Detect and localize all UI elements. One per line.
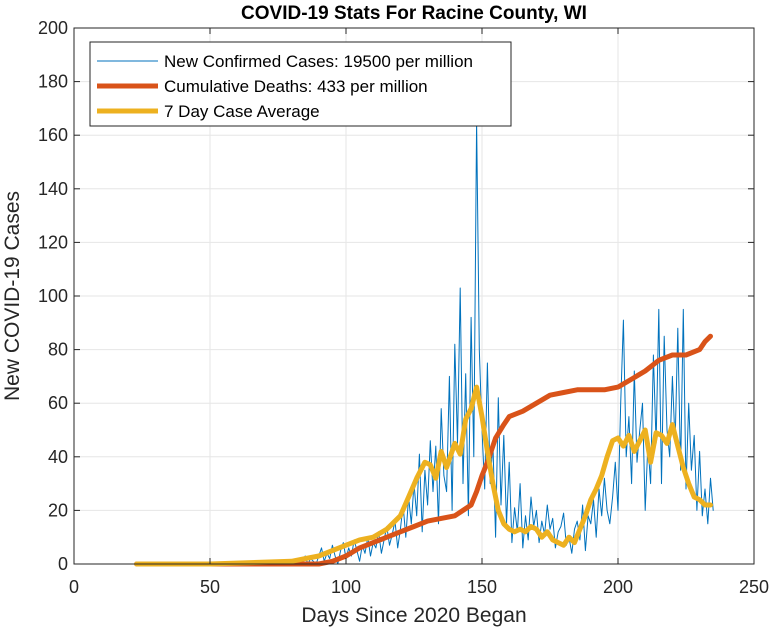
y-tick-label: 20 (48, 500, 68, 520)
legend-label-7-day-average: 7 Day Case Average (164, 102, 320, 121)
chart-title: COVID-19 Stats For Racine County, WI (241, 3, 587, 24)
y-tick-label: 100 (38, 286, 68, 306)
y-tick-label: 80 (48, 340, 68, 360)
y-axis-title: New COVID-19 Cases (1, 191, 24, 401)
legend: New Confirmed Cases: 19500 per million C… (89, 41, 512, 127)
y-tick-label: 180 (38, 72, 68, 92)
y-tick-label: 60 (48, 393, 68, 413)
y-tick-label: 0 (58, 554, 68, 574)
y-tick-label: 200 (38, 18, 68, 38)
x-tick-label: 250 (739, 577, 769, 597)
x-tick-label: 0 (69, 577, 79, 597)
x-tick-label: 150 (467, 577, 497, 597)
y-tick-label: 120 (38, 232, 68, 252)
x-axis-title: Days Since 2020 Began (301, 604, 526, 627)
cumulative-deaths-line (134, 333, 713, 567)
legend-label-cumulative-deaths: Cumulative Deaths: 433 per million (164, 77, 428, 96)
x-tick-label: 100 (331, 577, 361, 597)
y-tick-label: 140 (38, 179, 68, 199)
ticks: 0 50 100 150 200 250 0 20 40 60 80 100 120 140 160 180 2… (38, 18, 769, 597)
plot-lines (134, 121, 714, 567)
y-tick-label: 40 (48, 447, 68, 467)
x-tick-label: 50 (200, 577, 220, 597)
y-tick-label: 160 (38, 125, 68, 145)
x-tick-label: 200 (603, 577, 633, 597)
seven-day-average-line (134, 384, 713, 567)
legend-box (89, 41, 512, 127)
legend-label-new-cases: New Confirmed Cases: 19500 per million (164, 52, 473, 71)
